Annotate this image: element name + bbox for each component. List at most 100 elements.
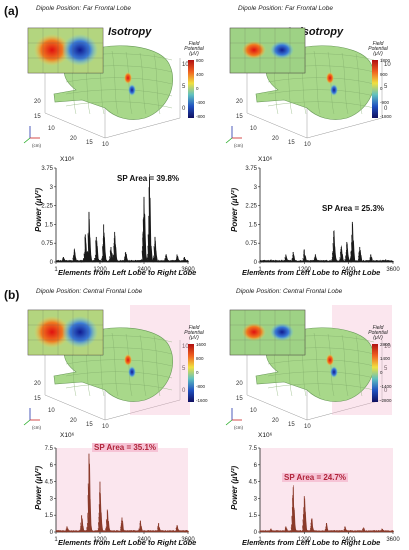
colorbar-a-right-tick: 1800 [380,58,391,63]
colorbar-a-left-tick: 800 [196,58,204,63]
y-tick-label: 1.5 [249,222,258,228]
svg-text:10: 10 [48,126,55,132]
xlabel-a-right: Elements from Left Lobe to Right Lobe [242,268,381,277]
svg-text:20: 20 [272,418,279,424]
colorbar-b-left-tick: 1600 [196,342,207,347]
svg-text:10: 10 [250,126,257,132]
colorbar-a-right-title: Field Potential (µV) [368,41,388,57]
x-tick-label: 1200 [298,537,312,543]
colorbar-b-right-tick: 0 [380,370,383,375]
y-tick-label: 0 [50,530,54,536]
colorbar-a-left [188,60,194,118]
y-tick-label: 3 [50,185,54,191]
x-tick-label: 2400 [137,537,151,543]
sp-area-a-right: SP Area = 25.3% [322,204,385,213]
head-figure-b-left: 20 15 10 20 15 10 10 5 0 (cm) [23,305,190,430]
colorbar-b-left [188,344,194,402]
y-tick-label: 3 [254,496,258,502]
colorbar-a-right [372,60,378,118]
x-tick-label: 3600 [386,267,400,273]
chart-b-left: 0 1.5 3 4.5 6 7.5 1 1200 2400 3600 [45,446,196,543]
colorbar-b-right-tick: -2800 [380,398,392,403]
svg-text:5: 5 [182,366,186,372]
dipole-label-a-left: Dipole Position: Far Frontal Lobe [36,5,132,12]
multiplier-a-left: X10⁶ [60,156,75,163]
x-tick-label: 1200 [298,267,312,273]
xlabel-a-left: Elements from Left Lobe to Right Lobe [58,268,197,277]
x-tick-label: 2400 [342,267,356,273]
svg-text:10: 10 [102,142,109,148]
xlabel-b-left: Elements from Left Lobe to Right Lobe [58,538,197,547]
y-tick-label: 7.5 [45,446,54,452]
svg-text:20: 20 [34,381,41,387]
svg-text:20: 20 [34,99,41,105]
svg-text:5: 5 [182,84,186,90]
y-tick-label: 6 [50,463,54,469]
y-tick-label: 1.5 [45,222,54,228]
x-tick-label: 3600 [386,537,400,543]
spectrum-line [55,173,189,263]
chart-b-right: 0 1.5 3 4.5 6 7.5 1 1200 2400 3600 [249,446,401,543]
y-tick-label: 2.25 [245,204,257,210]
colorbar-b-left-tick: -800 [196,384,206,389]
colorbar-b-right [372,344,378,402]
svg-text:(cm): (cm) [32,425,41,430]
svg-text:15: 15 [34,396,41,402]
ylabel-a-right: Power (µV²) [230,187,239,232]
multiplier-a-right: X10⁶ [258,156,273,163]
svg-text:20: 20 [70,418,77,424]
colorbar-a-right-tick: 900 [380,72,388,77]
y-tick-label: 0.75 [245,241,257,247]
x-tick-label: 1200 [93,537,107,543]
svg-text:20: 20 [236,99,243,105]
svg-text:15: 15 [86,140,93,146]
svg-text:15: 15 [288,140,295,146]
y-tick-label: 0 [254,530,258,536]
colorbar-a-right-tick: -1800 [380,114,392,119]
highlight-band [260,448,393,532]
multiplier-b-right: X10⁶ [258,432,273,439]
y-tick-label: 4.5 [249,480,258,486]
svg-text:0: 0 [182,388,186,394]
colorbar-b-right-tick: 1400 [380,356,391,361]
svg-text:10: 10 [304,142,311,148]
svg-text:10: 10 [182,344,189,350]
ylabel-a-left: Power (µV²) [34,187,43,232]
svg-text:10: 10 [384,62,391,68]
svg-text:0: 0 [182,106,186,112]
spectrum-line [259,223,394,263]
colorbar-b-right-tick: 2800 [380,342,391,347]
y-tick-label: 6 [254,463,258,469]
svg-text:20: 20 [272,136,279,142]
spectrum-line [55,458,190,533]
col-title-isotropy: Isotropy [108,26,152,38]
colorbar-a-left-title: Field Potential (µV) [184,41,204,57]
y-tick-label: 2.25 [41,204,53,210]
y-tick-label: 3.75 [41,166,53,172]
x-tick-label: 1 [258,267,262,273]
chart-a-right: 0 0.75 1.5 2.25 3 3.75 1 1200 2400 3600 [245,166,400,273]
y-tick-label: 1.5 [249,513,258,519]
colorbar-a-right-tick: 0 [380,86,383,91]
svg-text:(cm): (cm) [234,143,243,148]
svg-text:10: 10 [384,344,391,350]
x-tick-label: 1 [54,267,58,273]
colorbar-b-right-title: Field Potential (µV) [368,325,388,341]
chart-a-left: 0 0.75 1.5 2.25 3 3.75 1 1200 2400 3600 [41,166,195,273]
colorbar-b-left-tick: -1600 [196,398,208,403]
svg-text:5: 5 [384,366,388,372]
sp-area-b-right: SP Area = 24.7% [282,473,349,482]
svg-text:15: 15 [34,114,41,120]
y-tick-label: 7.5 [249,446,258,452]
xlabel-b-right: Elements from Left Lobe to Right Lobe [242,538,381,547]
sp-area-a-left: SP Area = 39.8% [117,174,180,183]
axis-lines [259,168,393,263]
svg-text:10: 10 [304,424,311,430]
svg-text:15: 15 [236,396,243,402]
colorbar-b-left-tick: 0 [196,370,199,375]
ylabel-b-left: Power (µV²) [34,465,43,510]
svg-text:0: 0 [384,388,388,394]
x-tick-label: 1 [54,537,58,543]
